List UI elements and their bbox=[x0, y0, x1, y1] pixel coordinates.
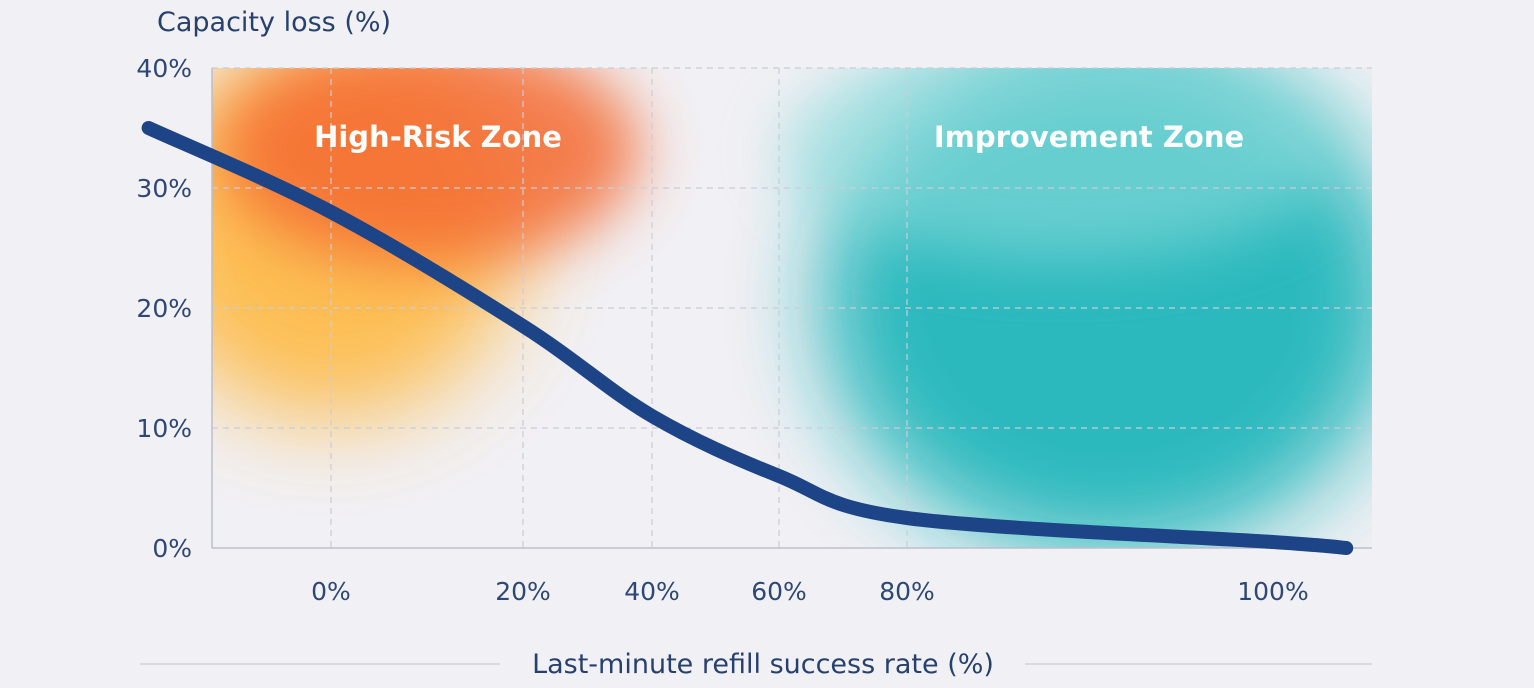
x-tick-label: 0% bbox=[311, 577, 351, 606]
y-tick-label: 30% bbox=[136, 174, 192, 203]
improvement-zone-area bbox=[780, 68, 1372, 548]
y-tick-label: 40% bbox=[136, 54, 192, 83]
x-tick-label: 100% bbox=[1237, 577, 1308, 606]
x-tick-label: 20% bbox=[495, 577, 551, 606]
improvement-zone-label: Improvement Zone bbox=[934, 120, 1244, 154]
y-axis-title: Capacity loss (%) bbox=[157, 7, 391, 38]
x-tick-label: 60% bbox=[751, 577, 807, 606]
high-risk-zone-label: High-Risk Zone bbox=[314, 120, 562, 154]
x-axis-title: Last-minute refill success rate (%) bbox=[532, 649, 994, 680]
x-gridlines bbox=[330, 68, 908, 548]
y-tick-label: 20% bbox=[136, 294, 192, 323]
capacity-loss-line bbox=[141, 121, 1354, 555]
x-tick-label: 80% bbox=[879, 577, 935, 606]
high-risk-zone-area bbox=[212, 68, 640, 420]
y-tick-label: 10% bbox=[136, 414, 192, 443]
x-tick-label: 40% bbox=[624, 577, 680, 606]
y-tick-label: 0% bbox=[152, 534, 192, 563]
